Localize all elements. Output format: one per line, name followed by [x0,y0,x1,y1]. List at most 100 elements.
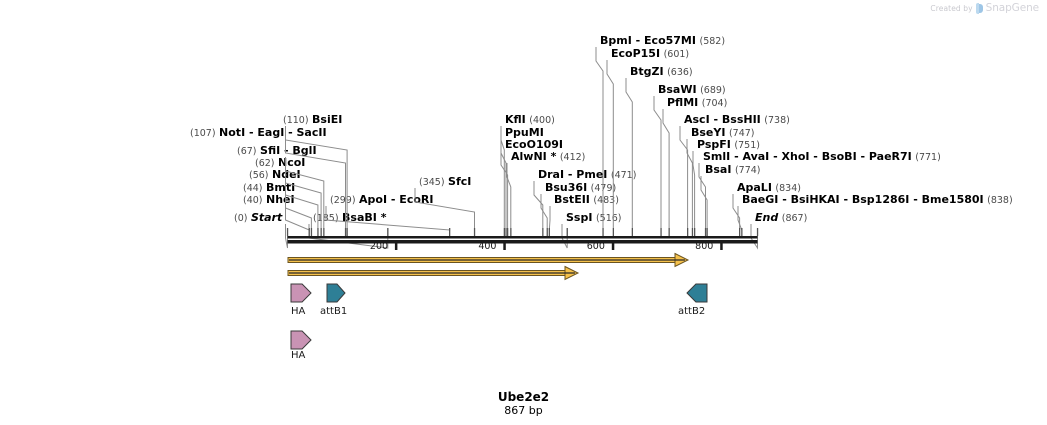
backbone-bottom [287,240,758,244]
enzyme-tick [308,228,310,236]
enzyme-tick [548,228,550,236]
leader-line [500,126,505,228]
enzyme-label-bpmi[interactable]: BpmI - Eco57MI (582) [600,34,726,47]
leader-line [686,139,693,228]
enzyme-label-baegi[interactable]: BaeGI - BsiHKAI - Bsp1286I - Bme1580I (8… [742,193,1013,206]
feature-arrow-left [686,283,708,303]
enzyme-label-apoi[interactable]: (299) ApoI - EcoRI [330,193,434,206]
enzyme-tick [612,228,614,236]
leader-line [285,126,348,228]
feature-arrow-right [290,283,312,303]
enzyme-tick [344,228,347,236]
enzyme-tick [286,228,289,236]
enzyme-label-drai[interactable]: DraI - PmeI (471) [538,168,637,181]
enzyme-tick [694,228,696,236]
enzyme-tick [542,228,544,236]
leader-line [285,194,312,228]
enzyme-tick [387,228,389,236]
ruler-label-600: 600 [586,241,605,252]
enzyme-label-sspi[interactable]: SspI (516) [566,211,622,224]
enzyme-label-ecoo[interactable]: EcoO109I [505,138,563,151]
feature-arrow-right [290,330,312,350]
leader-line [533,181,544,228]
enzyme-label-bmti[interactable]: (44) BmtI [243,181,296,194]
enzyme-label-smli[interactable]: SmlI - AvaI - XhoI - BsoBI - PaeR7I (771… [703,150,941,163]
leader-line [285,157,325,228]
leader-line [692,151,696,228]
enzyme-label-bsiei[interactable]: (110) BsiEI [283,113,343,126]
leader-line [662,109,670,228]
enzyme-label-end[interactable]: End (867) [755,211,808,224]
leader-line [506,163,512,228]
enzyme-label-pflmi[interactable]: PflMI (704) [667,96,728,109]
enzyme-tick [310,228,313,236]
leader-line [500,151,509,228]
enzyme-label-ndei[interactable]: (56) NdeI [249,168,301,181]
enzyme-tick [704,228,707,236]
leader-line [285,181,319,228]
ruler-tick-200 [394,241,398,250]
ruler-label-200: 200 [369,241,389,252]
sequence-name: Ube2e2 [497,390,550,404]
map-title: Ube2e2 867 bp [0,390,1047,417]
leader-line [698,163,706,228]
leader-line [606,60,614,228]
watermark-created-by: Created by [930,3,973,13]
enzyme-tick [687,228,689,236]
ruler-tick-800 [720,241,723,250]
enzyme-label-pspfi[interactable]: PspFI (751) [697,138,760,151]
enzyme-tick [510,228,512,236]
enzyme-label-start[interactable]: (0) Start [234,211,283,224]
leader-line [625,78,633,228]
watermark-brand: SnapGene [985,2,1039,14]
enzyme-label-bseyi[interactable]: BseYI (747) [691,126,755,139]
enzyme-label-alwni[interactable]: AlwNI * (412) [511,150,586,163]
enzyme-tick [346,228,348,236]
feature-arrow-right [326,283,346,303]
feature-ha-3[interactable] [290,328,312,352]
enzyme-label-sfci[interactable]: (345) SfcI [419,175,472,188]
feature-attb2-2[interactable] [686,281,708,305]
enzyme-label-bsai[interactable]: BsaI (774) [705,163,761,176]
leader-line [285,139,346,228]
enzyme-label-asci[interactable]: AscI - BssHII (738) [684,113,790,126]
enzyme-label-apali[interactable]: ApaLI (834) [737,181,801,194]
feature-label-attb2-2: attB2 [678,306,706,317]
enzyme-tick [668,228,670,236]
feature-label-ha-0: HA [291,306,306,317]
leader-line [700,176,708,228]
enzyme-label-sfii[interactable]: (67) SfiI - BglI [237,144,317,157]
enzyme-label-bstei[interactable]: BstEII (483) [554,193,619,206]
enzyme-label-kfli[interactable]: KflI (400) [505,113,555,126]
ruler-label-800: 800 [695,241,714,252]
leader-line [653,96,662,228]
feature-ha-0[interactable] [290,281,312,305]
leader-line [548,206,551,231]
leader-line [325,206,451,231]
enzyme-tick [317,228,319,236]
ruler-label-400: 400 [478,241,497,252]
ruler-tick-600 [611,241,615,250]
enzyme-tick [660,228,662,236]
feature-attb1-1[interactable] [326,281,346,305]
enzyme-tick [320,228,322,236]
enzyme-tick [323,228,325,236]
leader-line [414,188,475,228]
enzyme-tick [741,228,743,236]
enzyme-tick [505,228,507,236]
leader-line [679,126,689,228]
enzyme-label-noti[interactable]: (107) NotI - EagI - SacII [190,126,327,139]
enzyme-label-nhei[interactable]: (40) NheI [243,193,295,206]
enzyme-tick [706,228,708,236]
enzyme-label-ncoi[interactable]: (62) NcoI [255,156,306,169]
enzyme-label-ecop15i[interactable]: EcoP15I (601) [611,47,690,60]
enzyme-label-btgzi[interactable]: BtgZI (636) [630,65,693,78]
enzyme-label-bsawi[interactable]: BsaWI (689) [658,83,726,96]
enzyme-tick [739,228,741,236]
enzyme-label-ppumi[interactable]: PpuMI [505,126,544,139]
backbone-top [287,236,758,239]
enzyme-tick [756,228,759,236]
enzyme-tick [602,228,604,236]
